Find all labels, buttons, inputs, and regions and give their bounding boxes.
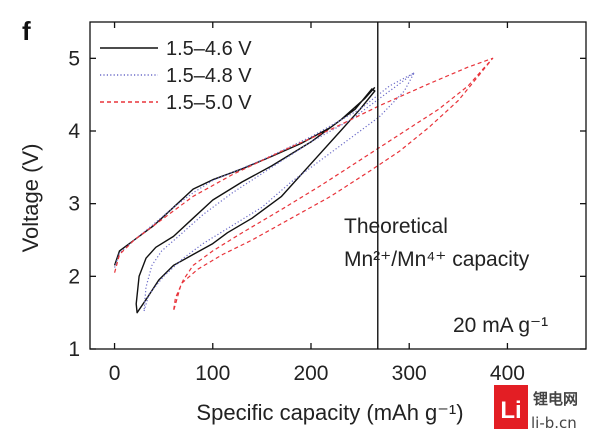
x-axis-title: Specific capacity (mAh g⁻¹) (196, 400, 463, 425)
y-tick-label: 5 (68, 47, 80, 70)
legend: 1.5–4.6 V 1.5–4.8 V 1.5–5.0 V (100, 38, 252, 114)
x-tick-label: 100 (195, 362, 230, 385)
plot-border (89, 21, 587, 350)
series-layer (113, 57, 494, 314)
y-axis-title: Voltage (V) (18, 144, 43, 253)
x-tick-label: 200 (293, 362, 328, 385)
watermark-logo-box (494, 385, 528, 429)
watermark-logo-text: Li (500, 397, 521, 424)
y-tick-label: 1 (68, 338, 80, 361)
ticks-layer: 0 100 200 300 400 1 2 3 4 5 (68, 22, 586, 385)
annotation-mn-capacity: Mn²⁺/Mn⁴⁺ capacity (344, 248, 530, 271)
series-line-3 (114, 57, 494, 312)
x-tick-label: 0 (109, 362, 121, 385)
x-tick-label: 300 (392, 362, 427, 385)
annotation-current-density: 20 mA g⁻¹ (453, 314, 548, 337)
y-tick-label: 3 (68, 193, 80, 216)
plot-frame (89, 21, 587, 350)
y-tick-label: 4 (68, 120, 80, 143)
watermark-brand: 锂电网 (533, 390, 578, 408)
legend-label-2: 1.5–4.8 V (166, 65, 252, 87)
y-tick-label: 2 (68, 265, 80, 288)
series-line-1 (113, 86, 376, 314)
x-tick-label: 400 (490, 362, 525, 385)
panel-label: f (22, 16, 31, 46)
watermark-domain: li-b.cn (531, 414, 577, 432)
legend-label-1: 1.5–4.6 V (166, 38, 252, 60)
series-line-2 (114, 72, 415, 312)
annotation-theoretical: Theoretical (344, 215, 448, 238)
watermark: Li 锂电网 li-b.cn (494, 385, 578, 432)
legend-label-3: 1.5–5.0 V (166, 92, 252, 114)
